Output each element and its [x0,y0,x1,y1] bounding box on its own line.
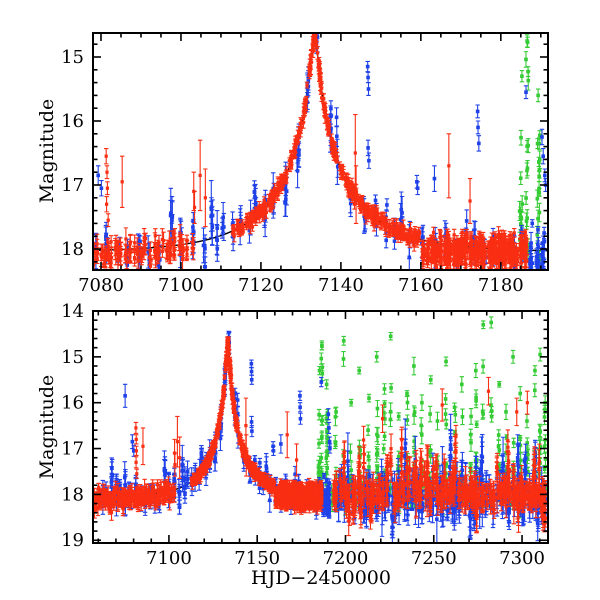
y-axis-label-top: Magnitude [36,98,58,204]
x-axis-label: HJD−2450000 [251,567,391,589]
y-axis-label-bottom: Magnitude [36,374,58,480]
